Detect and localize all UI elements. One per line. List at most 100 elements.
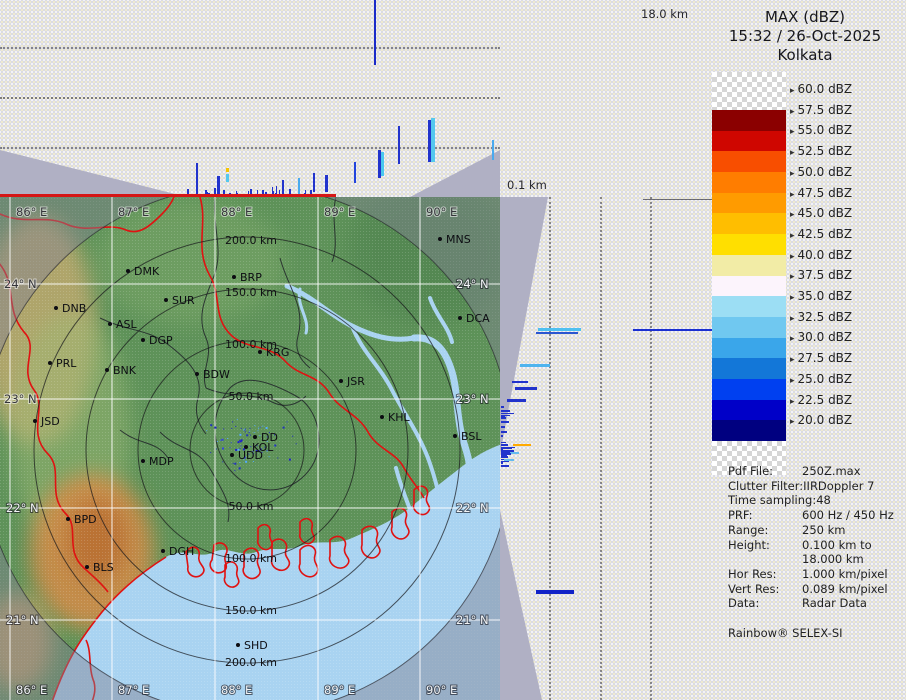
echo-bar <box>298 178 300 197</box>
grid-label: 87° E <box>118 205 149 219</box>
city-label: BPD <box>74 513 97 526</box>
echo-bar <box>217 176 220 197</box>
info-row: Hor Res: 1.000 km/pixel <box>728 566 888 581</box>
city-label: DMK <box>134 265 160 278</box>
city-dot <box>195 372 199 376</box>
echo-bar <box>431 118 435 162</box>
scale-label: ▸ 25.0 dBZ <box>790 371 853 386</box>
terrain-blockage-wedge <box>500 510 542 700</box>
echo-bar <box>378 150 381 178</box>
city-label: BRP <box>240 271 262 284</box>
range-ring-label: 50.0 km <box>228 500 273 513</box>
grid-label: 22° N <box>456 501 489 515</box>
city-label: SHD <box>244 639 268 652</box>
latlon-grid <box>0 197 500 700</box>
city-dot <box>438 237 442 241</box>
product-title: MAX (dBZ) <box>764 8 846 26</box>
echo-bar <box>313 173 315 192</box>
grid-label: 90° E <box>426 683 457 697</box>
scale-label: ▸ 42.5 dBZ <box>790 226 853 241</box>
city-dot <box>161 549 165 553</box>
info-row: Data: Radar Data <box>728 596 867 611</box>
city-dot <box>164 298 168 302</box>
city-dot <box>141 338 145 342</box>
scale-label: ▸ 22.5 dBZ <box>790 392 853 407</box>
grid-label: 23° N <box>456 392 489 406</box>
state-borders <box>0 197 431 700</box>
city-label: KRG <box>266 346 289 359</box>
range-ring-labels: 50.0 km 50.0 km 100.0 km 100.0 km 150.0 km 15… <box>225 234 277 669</box>
grid-label: 22° N <box>6 501 39 515</box>
scale-label: ▸ 55.0 dBZ <box>790 123 853 138</box>
city-dot <box>108 322 112 326</box>
scale-label: ▸ 40.0 dBZ <box>790 247 853 262</box>
info-row: Range: 250 km <box>728 522 846 537</box>
software-brand: Rainbow® SELEX-SI <box>728 626 843 641</box>
city-label: DCA <box>466 312 490 325</box>
timestamp: 15:32 / 26-Oct-2025 <box>728 27 882 45</box>
city-dot <box>105 368 109 372</box>
scale-label: ▸ 45.0 dBZ <box>790 206 853 221</box>
legend-title-block: MAX (dBZ) 15:32 / 26-Oct-2025 Kolkata <box>710 8 900 65</box>
grid-label: 88° E <box>221 683 252 697</box>
echo-bar <box>398 126 400 164</box>
city-label: ASL <box>116 318 138 331</box>
city-label: DD <box>261 431 278 444</box>
echo-bar <box>538 328 581 331</box>
scale-swatch <box>712 110 786 131</box>
terrain-blockage-wedge <box>410 150 500 197</box>
scale-label: ▸ 52.5 dBZ <box>790 144 853 159</box>
city-dot <box>141 459 145 463</box>
echo-bar <box>513 444 531 446</box>
color-scale <box>712 72 786 475</box>
range-ring-label: 100.0 km <box>225 338 277 351</box>
city-dot <box>258 350 262 354</box>
grid-label: 21° N <box>456 613 489 627</box>
city-dot <box>85 565 89 569</box>
scale-label: ▸ 57.5 dBZ <box>790 102 853 117</box>
scale-swatch <box>712 296 786 317</box>
grid-label: 90° E <box>426 205 457 219</box>
product-info-block: Pdf File: 250Z.max Clutter Filter: IIRDoppl… <box>728 464 904 641</box>
profile-gridline <box>549 197 551 700</box>
scale-swatch <box>712 192 786 214</box>
out-of-range-overlay <box>0 197 500 700</box>
city-label: BDW <box>203 368 230 381</box>
echo-bar <box>428 120 431 162</box>
range-ring-label: 150.0 km <box>225 286 277 299</box>
scale-label: ▸ 47.5 dBZ <box>790 185 853 200</box>
city-dot <box>339 379 343 383</box>
range-ring-label: 50.0 km <box>228 390 273 403</box>
echo-bar <box>282 180 284 197</box>
city-dot <box>453 434 457 438</box>
city-dot <box>126 269 130 273</box>
scale-label: ▸ 37.5 dBZ <box>790 268 853 283</box>
scale-swatch <box>712 275 786 297</box>
range-ring-label: 200.0 km <box>225 234 277 247</box>
profile-gridline <box>650 197 652 700</box>
city-label: MDP <box>149 455 174 468</box>
ew-height-profile-panel <box>0 0 500 197</box>
info-row: Vert Res: 0.089 km/pixel <box>728 581 888 596</box>
ns-height-profile-panel <box>500 197 720 700</box>
terrain-blockage-wedge <box>500 197 548 455</box>
echo-bar <box>504 459 514 461</box>
city-label: BSL <box>461 430 482 443</box>
grid-label: 24° N <box>456 277 489 291</box>
grid-label: 87° E <box>118 683 149 697</box>
scale-swatch <box>712 172 786 193</box>
info-row: PRF: 600 Hz / 450 Hz <box>728 508 894 523</box>
echo-bar <box>512 381 528 383</box>
scale-swatch <box>712 378 786 400</box>
city-label: BNK <box>113 364 137 377</box>
echo-bar <box>520 364 550 367</box>
profile-baseline <box>0 194 336 197</box>
echo-bar <box>507 399 526 402</box>
profile-gridline <box>600 197 602 700</box>
echo-bar <box>536 590 574 594</box>
scale-swatch <box>712 399 786 421</box>
grid-label: 88° E <box>221 205 252 219</box>
city-dot <box>380 415 384 419</box>
grid-label: 86° E <box>16 683 47 697</box>
echo-bar <box>515 387 537 390</box>
